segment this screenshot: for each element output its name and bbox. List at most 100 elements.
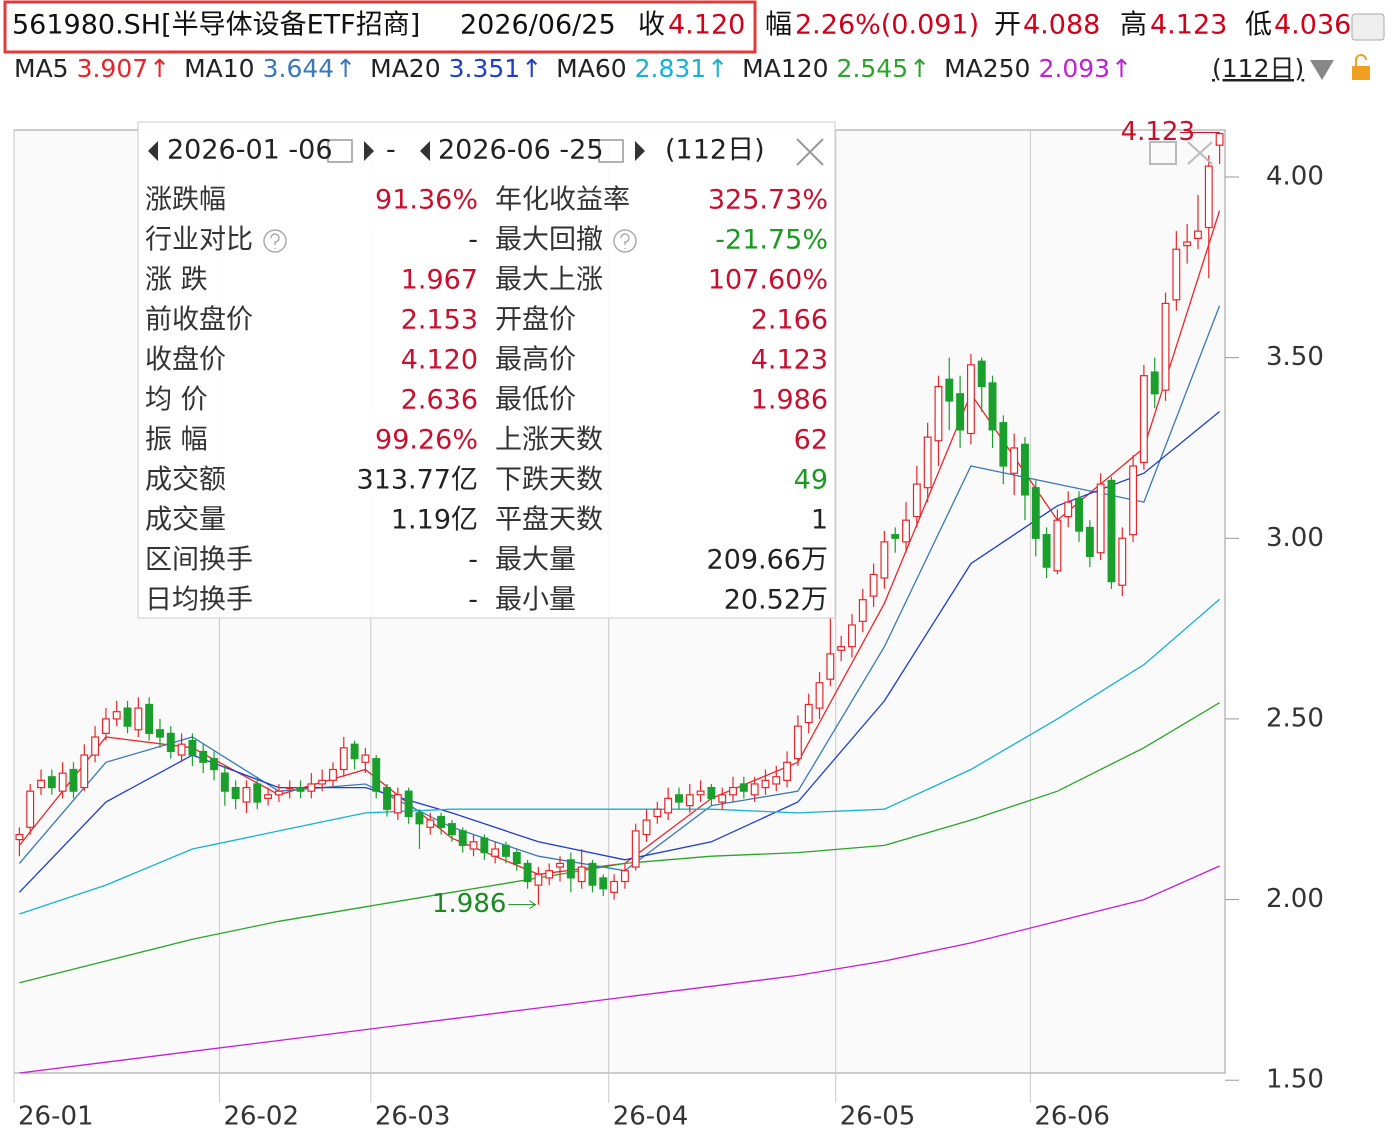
candle-body xyxy=(91,736,100,756)
candle-body xyxy=(15,833,24,841)
plot-tools[interactable] xyxy=(1149,141,1213,165)
stat-label: 前收盘价 xyxy=(145,305,253,336)
stat-label: 区间换手 xyxy=(145,545,253,576)
stat-value: 4.120 xyxy=(401,345,478,376)
calendar-icon[interactable] xyxy=(598,139,624,163)
stat-value: - xyxy=(468,545,478,576)
start-date[interactable]: 2026-01 -06 xyxy=(167,135,333,166)
lock-shackle xyxy=(1355,54,1367,66)
candle-body xyxy=(188,740,197,756)
candle-body xyxy=(858,599,867,622)
candle-body xyxy=(664,797,673,814)
candle-body xyxy=(783,761,792,781)
candle-body xyxy=(242,786,251,803)
stat-value: 49 xyxy=(794,465,828,496)
legend-value: 3.644 xyxy=(263,54,335,83)
candle-body xyxy=(566,859,575,879)
help-icon[interactable] xyxy=(613,229,637,253)
candle-body xyxy=(545,870,554,879)
symbol: 561980.SH[半导体设备ETF招商] xyxy=(12,10,420,41)
candle-body xyxy=(415,812,424,825)
stat-label: 均 价 xyxy=(145,385,208,416)
stat-value: 325.73% xyxy=(708,185,828,216)
low-pointer xyxy=(508,900,537,910)
panel-days: (112日) xyxy=(665,135,765,166)
period-selector[interactable]: (112日) xyxy=(1212,54,1304,83)
lock-icon[interactable] xyxy=(1352,54,1370,80)
candle-body xyxy=(902,519,910,543)
candle-body xyxy=(826,653,835,680)
candle-body xyxy=(491,848,500,857)
wp-icon[interactable] xyxy=(1351,13,1385,41)
candle-body xyxy=(718,794,727,803)
stat-label: 成交额 xyxy=(145,465,226,496)
help-mark xyxy=(270,233,280,249)
legend-trend: ↑ xyxy=(707,54,728,83)
candle-body xyxy=(37,779,45,789)
legend-trend: ↑ xyxy=(1111,54,1132,83)
stat-label: 收盘价 xyxy=(145,345,226,376)
candle-body xyxy=(739,783,748,792)
candle-body xyxy=(58,772,67,792)
calendar-icon[interactable] xyxy=(327,139,353,163)
window-icon[interactable] xyxy=(1149,141,1177,165)
header: 561980.SH[半导体设备ETF招商] 2026/06/25 收 4.120… xyxy=(12,10,1351,41)
stat-value: 209.66万 xyxy=(707,545,828,576)
low-value: 4.036 xyxy=(1274,10,1351,41)
candle-body xyxy=(534,873,543,886)
end-date[interactable]: 2026-06 -25 xyxy=(438,135,604,166)
legend-trend: ↑ xyxy=(909,54,930,83)
panel-box xyxy=(137,121,836,619)
stat-value: 99.26% xyxy=(375,425,478,456)
candle-body xyxy=(1107,479,1116,583)
candle-body xyxy=(156,729,164,738)
candle-body xyxy=(523,862,532,883)
legend-name: MA120 xyxy=(742,54,828,83)
candle-body xyxy=(577,866,586,883)
stat-value: 107.60% xyxy=(708,265,828,296)
help-icon[interactable] xyxy=(263,229,287,253)
candle-body xyxy=(956,393,965,431)
close-plot-icon[interactable] xyxy=(1187,141,1213,165)
y-tick-label: 3.50 xyxy=(1266,342,1324,372)
candle-body xyxy=(437,815,446,828)
candle-body xyxy=(675,794,683,803)
low-annotation: 1.986 xyxy=(432,889,506,919)
stat-value: 20.52万 xyxy=(724,585,828,616)
prev-end[interactable] xyxy=(420,141,430,161)
candle-body xyxy=(339,747,348,771)
high-annotation: 4.123 xyxy=(1121,117,1195,147)
candle-body xyxy=(696,790,705,796)
candle-body xyxy=(1204,165,1213,229)
candle-body xyxy=(1075,497,1083,532)
prev-start[interactable] xyxy=(148,141,158,161)
stat-value: 1 xyxy=(811,505,828,536)
candle-body xyxy=(26,790,35,828)
next-start[interactable] xyxy=(364,141,374,161)
candle-body xyxy=(1010,447,1019,474)
candle-body xyxy=(393,794,402,814)
candle-body xyxy=(177,743,186,756)
candle-body xyxy=(793,725,802,760)
stat-label: 日均换手 xyxy=(145,585,253,616)
y-tick-label: 4.00 xyxy=(1266,161,1324,191)
stat-value: - xyxy=(468,585,478,616)
candle-body xyxy=(685,794,694,807)
x-tick-label: 26-05 xyxy=(840,1102,916,1132)
candle-body xyxy=(848,624,856,648)
stat-label: 振 幅 xyxy=(145,425,208,456)
stat-label: 涨跌幅 xyxy=(145,185,226,216)
date-separator: - xyxy=(386,135,396,166)
candle-body xyxy=(447,823,456,836)
candle-body xyxy=(318,779,327,785)
candle-body xyxy=(588,862,597,886)
candle-body xyxy=(253,783,262,803)
candle-body xyxy=(80,754,89,789)
ma-legend: MA5 3.907 ↑ MA10 3.644 ↑ MA20 3.351 ↑ MA60 2.831 ↑ M… xyxy=(14,54,1132,83)
candle-body xyxy=(610,880,619,893)
change-label: 幅 xyxy=(765,10,792,41)
dropdown-arrow[interactable] xyxy=(1310,60,1334,80)
panel-close[interactable] xyxy=(796,138,824,166)
next-end[interactable] xyxy=(635,141,645,161)
candle-body xyxy=(1042,534,1051,568)
